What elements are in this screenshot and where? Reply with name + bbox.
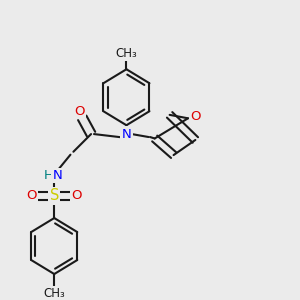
Text: CH₃: CH₃ (44, 287, 65, 300)
Text: N: N (52, 169, 62, 182)
Text: O: O (26, 189, 37, 203)
Text: S: S (50, 188, 59, 203)
Text: O: O (74, 105, 85, 118)
Text: H: H (44, 169, 53, 182)
Text: CH₃: CH₃ (116, 46, 137, 59)
Text: O: O (72, 189, 82, 203)
Text: O: O (190, 110, 201, 123)
Text: N: N (122, 128, 131, 141)
